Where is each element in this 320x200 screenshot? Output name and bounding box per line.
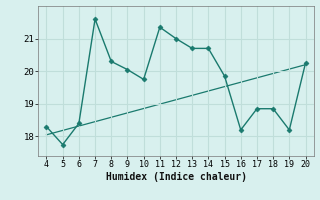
X-axis label: Humidex (Indice chaleur): Humidex (Indice chaleur): [106, 172, 246, 182]
